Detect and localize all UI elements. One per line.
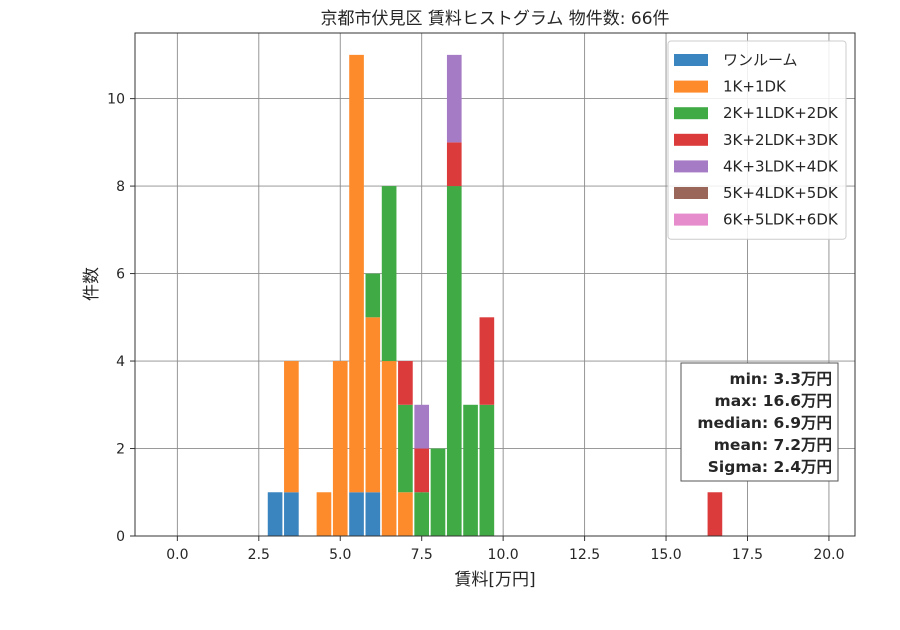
plot-frame — [134, 32, 856, 537]
legend-swatch — [674, 133, 708, 146]
bar-segment — [479, 404, 495, 536]
y-axis-label: 件数 — [82, 267, 102, 301]
stats-line: Sigma: 2.4万円 — [708, 458, 832, 476]
bar-segment — [446, 142, 462, 187]
bar-segment — [365, 317, 381, 493]
bar-segment — [284, 492, 299, 536]
bar-segment — [381, 361, 397, 536]
y-tick-label: 8 — [116, 179, 125, 195]
legend-label: 3K+2LDK+3DK — [723, 131, 839, 149]
bars — [267, 54, 723, 536]
bar-segment — [463, 404, 478, 536]
legend-swatch — [674, 107, 708, 120]
bar-segment — [414, 492, 430, 536]
legend: ワンルーム 1K+1DK 2K+1LDK+2DK 3K+2LDK+3DK 4K+3LDK… — [667, 40, 847, 240]
y-tick-label: 10 — [107, 92, 125, 108]
bar-segment — [446, 54, 462, 143]
x-tick-label: 7.5 — [411, 547, 433, 563]
y-tick-label: 4 — [116, 354, 125, 370]
bar-segment — [398, 361, 413, 405]
legend-label: 1K+1DK — [723, 78, 787, 96]
x-tick-label: 5.0 — [329, 547, 351, 563]
bar-segment — [414, 404, 430, 449]
x-tick-label: 12.5 — [569, 547, 600, 563]
bar-segment — [284, 361, 299, 493]
bar-segment — [398, 404, 413, 493]
legend-box — [667, 40, 847, 240]
x-tick-label: 15.0 — [650, 547, 681, 563]
bar-segment — [349, 54, 364, 493]
legend-label: 4K+3LDK+4DK — [723, 157, 839, 175]
legend-swatch — [674, 54, 708, 66]
legend-label: 2K+1LDK+2DK — [723, 104, 839, 122]
x-tick-label: 20.0 — [813, 547, 844, 563]
x-tick-label: 0.0 — [166, 547, 188, 563]
stats-line: mean: 7.2万円 — [714, 436, 832, 454]
bar-segment — [365, 492, 381, 536]
legend-label: ワンルーム — [723, 51, 798, 69]
bar-segment — [430, 448, 446, 536]
bar-segment — [267, 492, 283, 536]
bar-segment — [479, 317, 495, 405]
legend-label: 5K+4LDK+5DK — [723, 184, 839, 202]
x-tick-label: 10.0 — [488, 547, 519, 563]
stats-line: min: 3.3万円 — [729, 370, 832, 388]
x-axis-ticks: 0.0 2.5 5.0 7.5 10.0 12.5 15.0 17.5 20.0 — [166, 536, 845, 563]
bar-segment — [332, 361, 348, 536]
x-axis-label: 賃料[万円] — [454, 570, 535, 590]
x-tick-label: 17.5 — [732, 547, 763, 563]
bar-segment — [349, 492, 364, 536]
bar-segment — [414, 448, 430, 493]
y-tick-label: 0 — [116, 529, 125, 545]
bar-segment — [398, 492, 413, 536]
stats-line: max: 16.6万円 — [715, 392, 832, 410]
x-tick-label: 2.5 — [248, 547, 270, 563]
bar-segment — [707, 492, 723, 536]
bar-segment — [381, 186, 397, 362]
chart-title: 京都市伏見区 賃料ヒストグラム 物件数: 66件 — [320, 9, 669, 29]
stats-box-frame — [680, 362, 839, 482]
legend-swatch — [674, 187, 708, 199]
bar-segment — [316, 492, 332, 536]
stats-annotation: min: 3.3万円 max: 16.6万円 median: 6.9万円 mean: … — [680, 362, 839, 482]
y-tick-label: 6 — [116, 267, 125, 283]
bar-segment — [365, 273, 381, 318]
legend-swatch — [674, 160, 708, 173]
y-axis-ticks: 0 2 4 6 8 10 — [107, 92, 135, 545]
y-tick-label: 2 — [116, 442, 125, 458]
legend-swatch — [674, 80, 708, 93]
legend-label: 6K+5LDK+6DK — [723, 211, 839, 229]
stats-line: median: 6.9万円 — [697, 414, 832, 432]
bar-segment — [446, 186, 462, 536]
legend-swatch — [674, 213, 708, 226]
